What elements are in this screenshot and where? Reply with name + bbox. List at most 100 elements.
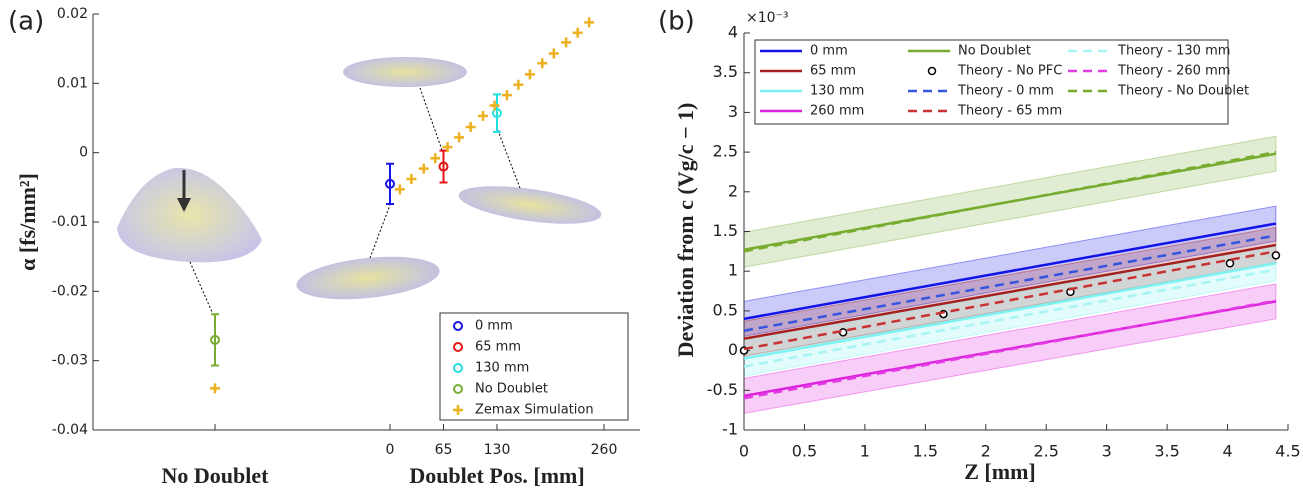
x-tick-label: 4.5 bbox=[1275, 442, 1300, 461]
lens-surface bbox=[343, 57, 467, 87]
legend-label: 0 mm bbox=[475, 319, 513, 334]
marker bbox=[394, 184, 405, 195]
x-tick-label: 2 bbox=[981, 442, 991, 461]
marker bbox=[210, 383, 220, 394]
x-tick-label: 0 bbox=[739, 442, 749, 461]
y-axis-label: α [fs/mm²] bbox=[15, 173, 40, 271]
connector bbox=[419, 87, 443, 151]
y-tick-label: 2 bbox=[728, 181, 738, 200]
connector bbox=[369, 204, 391, 259]
arrow-head bbox=[177, 198, 191, 212]
marker bbox=[537, 58, 548, 69]
x-tick-label: 0 bbox=[386, 442, 395, 458]
x-axis-label: Z [mm] bbox=[964, 459, 1035, 484]
y-tick-label: -1 bbox=[722, 420, 738, 439]
panel-label: (b) bbox=[658, 7, 695, 37]
legend-box bbox=[754, 39, 1229, 125]
marker bbox=[406, 174, 417, 185]
marker bbox=[513, 79, 524, 90]
y-tick-label: 0.02 bbox=[57, 6, 88, 22]
legend-label: Theory - 65 mm bbox=[957, 104, 1062, 119]
marker bbox=[210, 334, 220, 345]
legend-label: No Doublet bbox=[958, 44, 1031, 59]
marker bbox=[492, 108, 502, 119]
legend-label: 65 mm bbox=[475, 340, 521, 355]
y-tick-label: -0.04 bbox=[52, 422, 88, 438]
x-tick-label: 1 bbox=[860, 442, 870, 461]
lens-surface bbox=[458, 186, 602, 224]
legend-label: 0 mm bbox=[810, 44, 848, 59]
legend-label: Theory - No PFC bbox=[957, 64, 1062, 79]
y-tick-label: 3 bbox=[728, 102, 738, 121]
y-tick-label: -0.03 bbox=[52, 353, 88, 369]
category-label: No Doublet bbox=[162, 463, 270, 488]
y-tick-label: 0.01 bbox=[57, 75, 88, 91]
marker bbox=[572, 27, 583, 38]
x-tick-label: 65 bbox=[435, 442, 453, 458]
error-bar bbox=[439, 149, 448, 184]
line bbox=[743, 262, 1277, 360]
illustrations bbox=[117, 57, 602, 313]
line bbox=[743, 222, 1277, 321]
marker bbox=[442, 142, 453, 153]
line bbox=[743, 268, 1277, 368]
marker bbox=[430, 153, 441, 164]
legend-label: 65 mm bbox=[810, 64, 856, 79]
marker bbox=[561, 37, 572, 48]
connector bbox=[189, 261, 213, 313]
x-tick-label: 3 bbox=[1102, 442, 1112, 461]
line bbox=[743, 234, 1277, 332]
y-tick-label: -0.01 bbox=[52, 214, 88, 230]
marker bbox=[1225, 259, 1235, 268]
legend-label: Theory - 0 mm bbox=[957, 84, 1054, 99]
marker bbox=[454, 132, 465, 143]
legend-label: 130 mm bbox=[810, 84, 864, 99]
legend-label: 260 mm bbox=[810, 104, 864, 119]
marker bbox=[438, 161, 449, 172]
error-bar bbox=[211, 313, 219, 367]
marker bbox=[1271, 251, 1281, 260]
y-tick-label: 0.5 bbox=[713, 300, 738, 319]
legend-label: 130 mm bbox=[475, 361, 529, 376]
x-tick-label: 3.5 bbox=[1154, 442, 1179, 461]
legend-marker bbox=[927, 66, 937, 76]
legend-label: Theory - No Doublet bbox=[1117, 84, 1249, 99]
line bbox=[743, 299, 1277, 400]
x-axis-label: Doublet Pos. [mm] bbox=[409, 463, 584, 488]
y-axis-label: Deviation from c (Vg/c − 1) bbox=[673, 103, 698, 358]
marker bbox=[385, 178, 395, 189]
marker bbox=[418, 163, 429, 174]
x-tick-label: 4 bbox=[1222, 442, 1232, 461]
x-tick-label: 260 bbox=[591, 442, 618, 458]
y-tick-label: -0.02 bbox=[52, 283, 88, 299]
y-tick-label: 3.5 bbox=[713, 62, 738, 81]
legend-marker bbox=[453, 384, 463, 394]
legend-marker bbox=[453, 321, 463, 331]
connector bbox=[496, 127, 521, 189]
legend-marker bbox=[453, 342, 463, 352]
legend-label: No Doublet bbox=[475, 382, 548, 397]
marker bbox=[548, 48, 559, 59]
y-tick-label: 4 bbox=[728, 23, 738, 42]
y-tick-label: 1 bbox=[728, 261, 738, 280]
legend-label: Zemax Simulation bbox=[475, 403, 594, 418]
legend-marker bbox=[453, 363, 463, 373]
marker bbox=[501, 90, 512, 101]
x-tick-label: 1.5 bbox=[913, 442, 938, 461]
error-bar bbox=[493, 93, 501, 133]
y-tick-label: 1.5 bbox=[713, 221, 738, 240]
error-bar bbox=[386, 162, 394, 205]
legend-label: Theory - 260 mm bbox=[1117, 64, 1230, 79]
line bbox=[743, 150, 1277, 253]
paraboloid bbox=[117, 167, 262, 263]
x-tick-label: 130 bbox=[484, 442, 511, 458]
x-tick-label: 0.5 bbox=[792, 442, 817, 461]
y-multiplier: ×10⁻³ bbox=[746, 10, 789, 26]
panel-label: (a) bbox=[8, 7, 44, 37]
y-tick-label: -0.5 bbox=[707, 380, 738, 399]
legend-box bbox=[439, 312, 629, 421]
y-tick-label: 0 bbox=[79, 145, 88, 161]
y-tick-label: 2.5 bbox=[713, 142, 738, 161]
legend-label: Theory - 130 mm bbox=[1117, 44, 1230, 59]
